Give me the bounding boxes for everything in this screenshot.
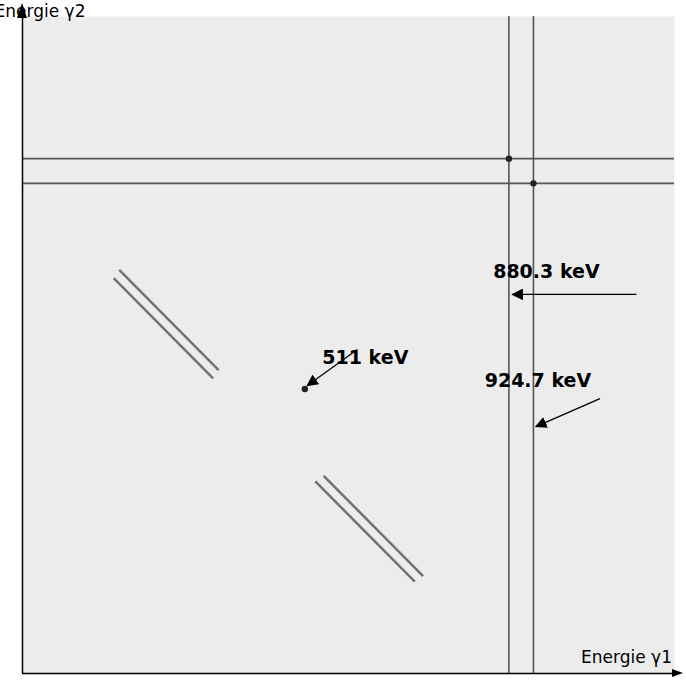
svg-text:511 keV: 511 keV — [322, 346, 408, 368]
svg-text:Energie γ2: Energie γ2 — [0, 1, 85, 21]
svg-text:Energie γ1: Energie γ1 — [581, 647, 672, 667]
svg-text:880.3 keV: 880.3 keV — [493, 260, 600, 282]
svg-text:924.7 keV: 924.7 keV — [485, 369, 592, 391]
